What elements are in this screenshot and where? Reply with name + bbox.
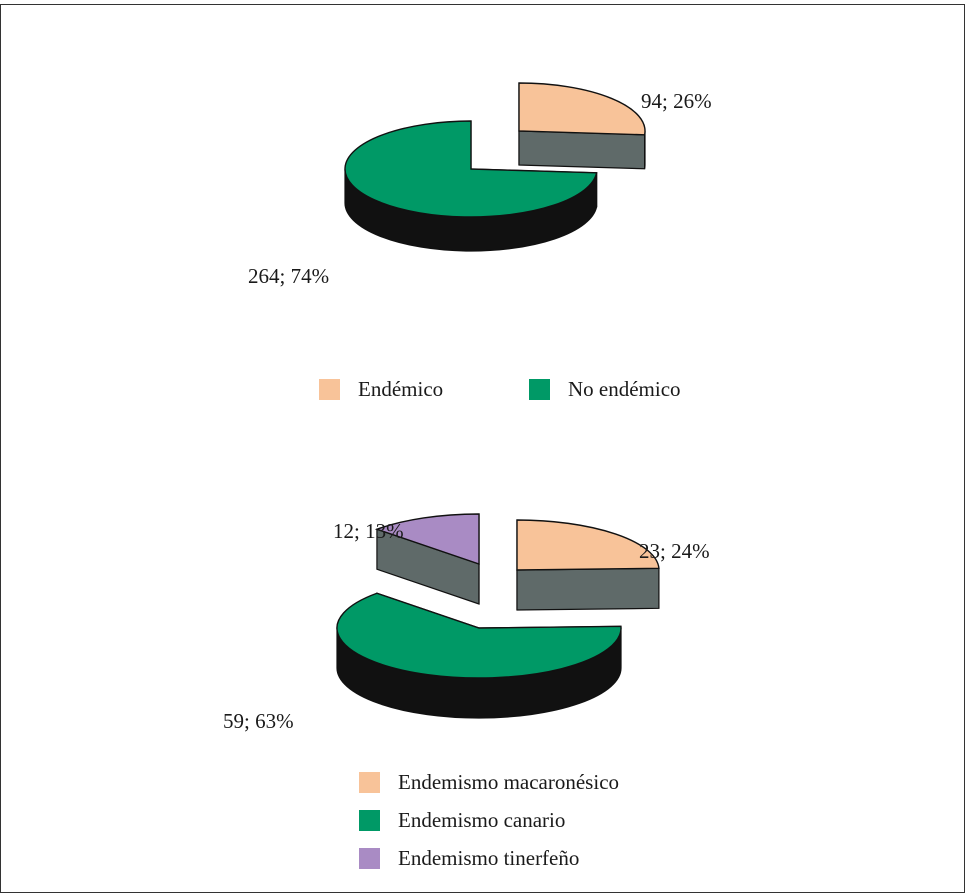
data-label-endemico: 94; 26% — [641, 89, 712, 113]
data-label-tinerfeno: 12; 13% — [333, 519, 404, 543]
chart-panel-endemism-type: 12; 13% 23; 24% 59; 63% Endemismo macaro… — [0, 434, 965, 893]
pie-slice-endemismo-canario — [336, 592, 622, 719]
legend-item-no-endemico: No endémico — [529, 377, 681, 402]
legend-label-macaronesico: Endemismo macaronésico — [398, 770, 620, 794]
legend-swatch-tinerfeno — [359, 848, 380, 869]
legend-label-no-endemico: No endémico — [568, 377, 681, 401]
pie-slice-endemismo-tinerfeno — [374, 513, 480, 605]
legend-item-tinerfeno: Endemismo tinerfeño — [359, 846, 579, 871]
pie-chart-endemism-type: 12; 13% 23; 24% 59; 63% — [223, 513, 710, 733]
legend-item-macaronesico: Endemismo macaronésico — [359, 770, 619, 795]
data-label-no-endemico: 264; 74% — [248, 264, 329, 288]
legend-label-endemico: Endémico — [358, 377, 444, 401]
legend-swatch-endemico — [319, 379, 340, 400]
legend-swatch-no-endemico — [529, 379, 550, 400]
pie-slice-no-endemico — [344, 120, 598, 252]
data-label-macaronesico: 23; 24% — [639, 539, 710, 563]
legend-item-canario: Endemismo canario — [359, 808, 565, 833]
pie-slice-endemismo-macaronesico — [516, 519, 660, 611]
legend-label-canario: Endemismo canario — [398, 808, 566, 832]
legend-label-tinerfeno: Endemismo tinerfeño — [398, 846, 580, 870]
pie-chart-endemism: 94; 26% 264; 74% — [248, 82, 712, 288]
legend-swatch-macaronesico — [359, 772, 380, 793]
legend-swatch-canario — [359, 810, 380, 831]
legend-item-endemico: Endémico — [319, 377, 443, 402]
data-label-canario: 59; 63% — [223, 709, 294, 733]
pie-slice-endemico — [518, 82, 646, 170]
chart-panel-endemism: 94; 26% 264; 74% Endémico No endémico — [0, 4, 965, 435]
